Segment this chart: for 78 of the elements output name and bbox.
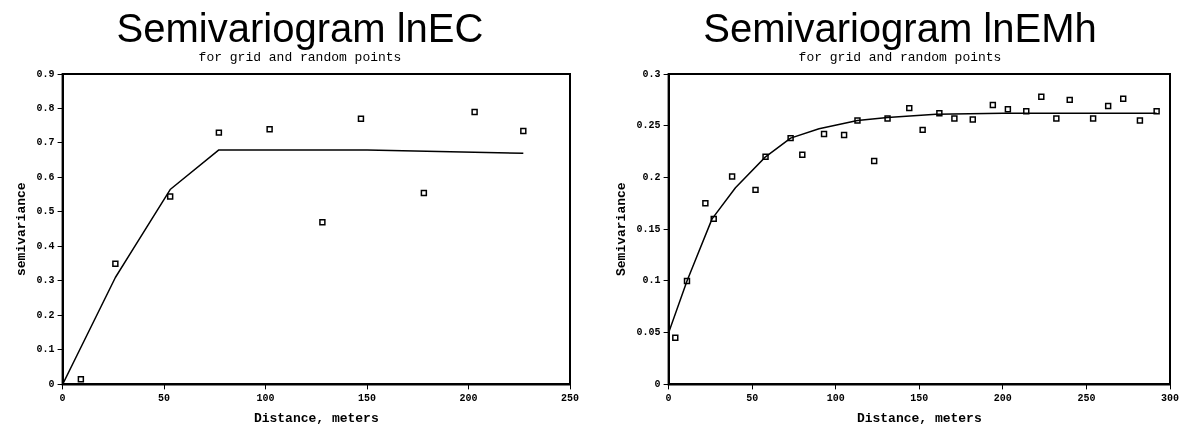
point — [919, 126, 926, 134]
point — [989, 101, 997, 109]
point — [906, 104, 913, 112]
point — [710, 215, 717, 223]
y-tick-label: 0.5 — [36, 206, 55, 218]
y-tick-label: 0.6 — [36, 171, 55, 183]
point — [112, 260, 119, 267]
chart-subtitle: for grid and random points — [198, 50, 402, 65]
point — [420, 189, 428, 197]
chart-title: Semivariogram lnEC — [116, 6, 484, 50]
point — [1153, 108, 1160, 115]
x-tick-label: 250 — [1077, 392, 1096, 404]
x-tick-label: 0 — [59, 392, 66, 404]
x-tick-label: 100 — [256, 392, 275, 404]
point — [471, 108, 478, 116]
x-tick-label: 50 — [158, 392, 171, 404]
point — [1038, 93, 1045, 100]
point — [1119, 95, 1127, 103]
point — [215, 129, 223, 136]
point — [1136, 117, 1144, 124]
point — [520, 127, 527, 135]
point — [762, 153, 769, 160]
point — [787, 134, 794, 142]
x-axis-title: Distance, meters — [253, 411, 379, 427]
point — [1023, 108, 1030, 115]
y-tick-label: 0.1 — [36, 344, 55, 356]
point — [854, 117, 861, 124]
y-tick-label: 0.3 — [642, 68, 661, 80]
chart-subtitle: for grid and random points — [798, 50, 1002, 65]
x-tick-label: 150 — [358, 392, 377, 404]
x-tick-label: 300 — [1160, 392, 1180, 404]
y-tick-label: 0.2 — [36, 309, 55, 321]
point — [683, 277, 691, 285]
y-tick-label: 0.25 — [636, 120, 661, 132]
point — [820, 130, 828, 138]
point — [870, 157, 878, 165]
point — [951, 115, 958, 122]
chart-title: Semivariogram lnEMh — [703, 6, 1097, 50]
point — [672, 334, 679, 342]
point — [357, 115, 365, 123]
point — [969, 116, 977, 123]
point — [1104, 102, 1112, 110]
point — [799, 151, 806, 158]
y-tick-label: 0.9 — [36, 68, 55, 80]
x-tick-label: 200 — [993, 392, 1012, 404]
point — [1053, 115, 1060, 122]
y-tick-label: 0.05 — [636, 327, 661, 339]
y-tick-label: 0.2 — [642, 171, 661, 183]
x-tick-label: 100 — [826, 392, 845, 404]
point — [752, 186, 759, 194]
x-tick-label: 0 — [665, 392, 672, 404]
point — [319, 219, 326, 226]
x-tick-label: 250 — [560, 392, 580, 404]
point — [728, 173, 736, 180]
y-tick-label: 0.1 — [642, 275, 661, 287]
x-tick-label: 150 — [910, 392, 929, 404]
point — [936, 110, 943, 117]
point — [1089, 115, 1097, 122]
y-axis-title: Semivariance — [614, 182, 630, 277]
point — [1066, 96, 1073, 104]
point — [702, 200, 709, 207]
y-tick-label: 0.4 — [36, 240, 55, 252]
y-tick-label: 0.3 — [36, 275, 55, 287]
point — [840, 131, 848, 139]
y-axis-title: semivariance — [14, 182, 30, 277]
x-tick-label: 50 — [746, 392, 759, 404]
point — [1004, 105, 1012, 113]
y-tick-label: 0 — [48, 378, 55, 390]
x-tick-label: 200 — [459, 392, 478, 404]
y-tick-label: 0.8 — [36, 103, 55, 114]
point — [266, 125, 273, 133]
y-tick-label: 0.7 — [36, 137, 55, 149]
point — [166, 193, 174, 200]
point — [884, 115, 891, 122]
x-axis-title: Distance, meters — [856, 411, 982, 427]
point — [77, 376, 85, 383]
y-tick-label: 0 — [654, 378, 661, 390]
y-tick-label: 0.15 — [636, 223, 661, 235]
